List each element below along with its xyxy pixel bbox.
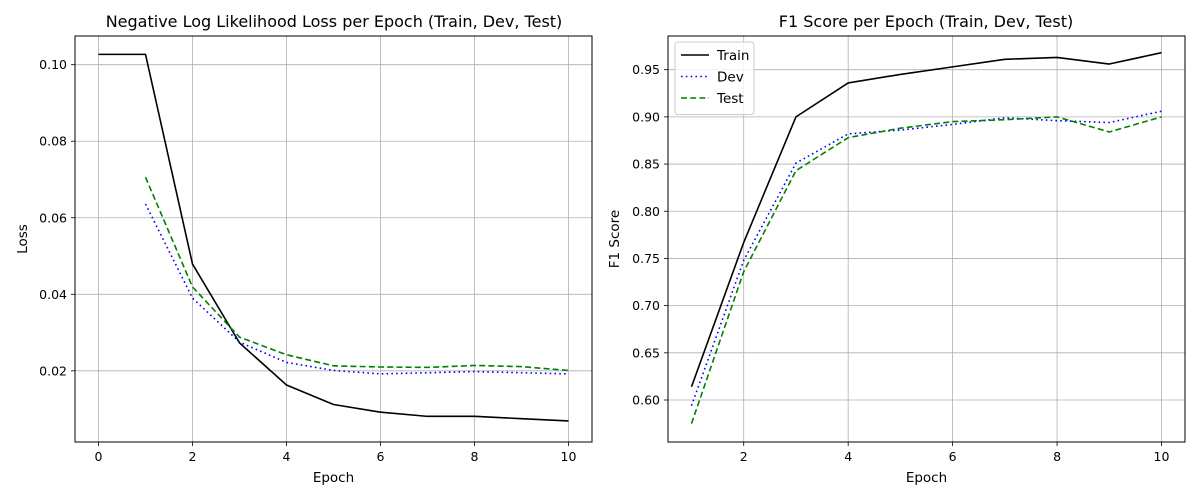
f1-chart-panel: 2 4 6 8 10 0.60 0.65 0.70 0.75 0.80 0.85 0.90 0.95 F1… — [607, 12, 1186, 486]
f1-legend-label-dev: Dev — [717, 70, 744, 86]
f1-series-dev-line — [690, 110, 1162, 406]
loss-x-tick-label: 0 — [95, 449, 103, 464]
loss-x-axis-title: Epoch — [313, 470, 354, 486]
loss-series-dev-line — [144, 203, 569, 375]
f1-y-axis-title: F1 Score — [607, 210, 623, 268]
loss-y-axis-title: Loss — [15, 224, 31, 254]
loss-y-tick-label: 0.04 — [39, 287, 67, 302]
f1-x-tick-label: 6 — [949, 449, 957, 464]
f1-y-tick-label: 0.65 — [632, 345, 660, 360]
f1-series-test-line — [690, 116, 1162, 424]
f1-y-tick-label: 0.90 — [632, 109, 660, 124]
f1-y-tick-label: 0.80 — [632, 204, 660, 219]
f1-plot-area — [667, 35, 1186, 443]
f1-x-tick-label: 8 — [1053, 449, 1061, 464]
loss-y-tick-label: 0.02 — [39, 363, 67, 378]
f1-y-tick-label: 0.95 — [632, 62, 660, 77]
f1-chart-title: F1 Score per Epoch (Train, Dev, Test) — [779, 12, 1073, 31]
f1-series-train-line — [690, 51, 1162, 388]
f1-legend: Train Dev Test — [674, 41, 755, 115]
loss-chart-panel: 0 2 4 6 8 10 0.02 0.04 0.06 0.08 0.10 Negative Log … — [15, 12, 593, 486]
loss-x-tick-label: 2 — [189, 449, 197, 464]
f1-legend-box — [674, 41, 755, 115]
f1-y-tick-label: 0.75 — [632, 251, 660, 266]
loss-y-tick-label: 0.06 — [39, 210, 67, 225]
f1-y-tick-label: 0.85 — [632, 157, 660, 172]
f1-legend-label-train: Train — [716, 48, 749, 64]
loss-x-tick-label: 6 — [377, 449, 385, 464]
f1-y-tick-label: 0.70 — [632, 298, 660, 313]
loss-series-train-line — [98, 53, 569, 422]
f1-x-tick-label: 2 — [740, 449, 748, 464]
loss-series-test-line — [144, 176, 569, 372]
loss-x-tick-label: 4 — [283, 449, 291, 464]
f1-x-axis-title: Epoch — [906, 470, 947, 486]
loss-y-tick-label: 0.08 — [39, 134, 67, 149]
loss-x-tick-label: 10 — [561, 449, 577, 464]
f1-y-tick-label: 0.60 — [632, 393, 660, 408]
f1-legend-label-test: Test — [716, 91, 744, 107]
loss-x-tick-label: 8 — [471, 449, 479, 464]
f1-x-tick-label: 10 — [1154, 449, 1170, 464]
loss-y-tick-label: 0.10 — [39, 57, 67, 72]
f1-x-tick-label: 4 — [844, 449, 852, 464]
loss-chart-title: Negative Log Likelihood Loss per Epoch (… — [106, 12, 563, 31]
loss-plot-area — [74, 35, 593, 443]
